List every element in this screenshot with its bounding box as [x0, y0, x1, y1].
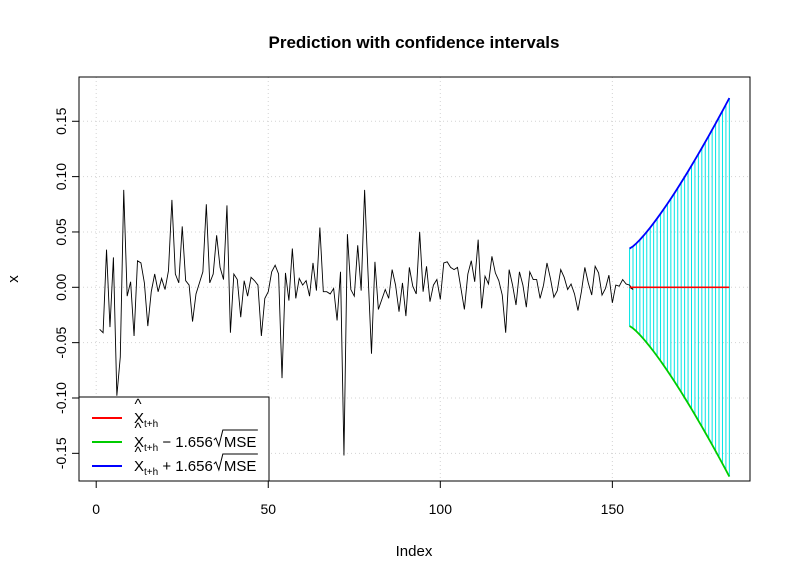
legend-subscript: t+h	[144, 467, 158, 478]
legend-base: X	[134, 410, 144, 427]
x-axis-label: Index	[396, 543, 433, 560]
legend-base: X	[134, 434, 144, 451]
chart-title: Prediction with confidence intervals	[269, 33, 560, 52]
legend-mse: MSE	[224, 434, 257, 451]
y-tick-label: -0.05	[53, 326, 69, 358]
legend-base: X	[134, 458, 144, 475]
upper-bound-line	[629, 97, 731, 250]
x-tick-label: 0	[92, 501, 100, 517]
x-tick-label: 150	[601, 501, 625, 517]
legend-subscript: t+h	[144, 419, 158, 430]
x-axis: 0 50 100 150	[92, 480, 625, 517]
legend-hat: ^	[134, 396, 141, 413]
legend-label: Xt+h	[134, 410, 158, 430]
legend-subscript: t+h	[144, 443, 158, 454]
legend-sqrt-sign	[213, 429, 258, 448]
y-tick-label: 0.15	[53, 107, 69, 134]
y-tick-label: -0.15	[53, 437, 69, 469]
legend-suffix: − 1.656	[158, 434, 213, 451]
y-axis-label: x	[5, 275, 22, 283]
legend-suffix: + 1.656	[158, 458, 213, 475]
lower-bound-line	[629, 325, 731, 477]
legend-label: Xt+h − 1.656	[134, 434, 213, 454]
y-tick-label: 0.00	[53, 273, 69, 300]
y-tick-label: -0.10	[53, 382, 69, 414]
legend-mse: MSE	[224, 458, 257, 475]
observed-series-line	[99, 189, 634, 456]
legend-label: Xt+h + 1.656	[134, 458, 213, 478]
x-tick-label: 100	[429, 501, 453, 517]
legend-sqrt-sign	[213, 453, 258, 472]
y-axis: -0.15 -0.10 -0.05 0.00 0.05 0.10 0.15	[53, 107, 80, 469]
x-tick-label: 50	[260, 501, 276, 517]
legend-hat: ^	[134, 444, 141, 461]
y-tick-label: 0.05	[53, 218, 69, 245]
y-tick-label: 0.10	[53, 163, 69, 190]
series-layer	[99, 97, 731, 477]
legend: ^Xt+h^Xt+h − 1.656 MSE^Xt+h + 1.656 MSE	[78, 396, 270, 482]
legend-hat: ^	[134, 420, 141, 437]
